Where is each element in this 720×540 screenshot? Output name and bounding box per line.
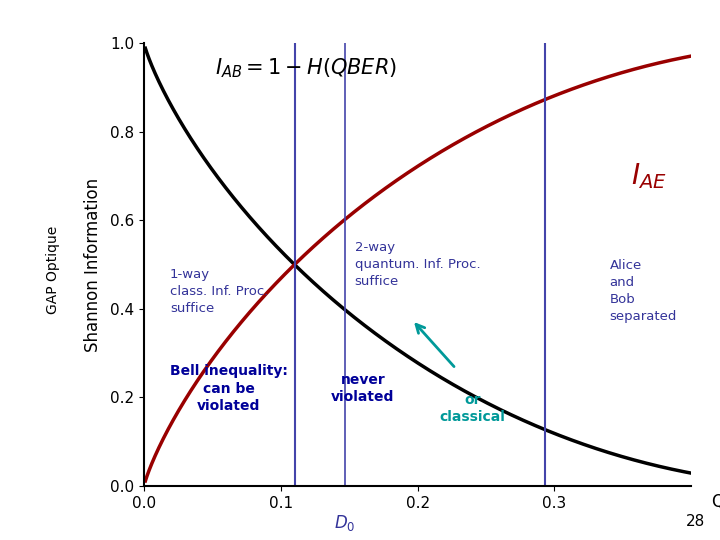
Text: GAP Optique: GAP Optique bbox=[46, 226, 60, 314]
Text: $I_{AB} = 1 - H(QBER)$: $I_{AB} = 1 - H(QBER)$ bbox=[215, 57, 397, 80]
Text: Alice
and
Bob
separated: Alice and Bob separated bbox=[610, 259, 677, 323]
Text: Bell inequality:
can be
violated: Bell inequality: can be violated bbox=[170, 364, 288, 413]
Text: $D_0$: $D_0$ bbox=[334, 512, 356, 532]
Text: never
violated: never violated bbox=[331, 373, 395, 404]
Text: $I_{AE}$: $I_{AE}$ bbox=[631, 161, 667, 191]
Text: QBER 0.4: QBER 0.4 bbox=[711, 492, 720, 511]
Text: or
classical: or classical bbox=[439, 393, 505, 424]
Text: 1-way
class. Inf. Proc.
suffice: 1-way class. Inf. Proc. suffice bbox=[170, 268, 269, 315]
Text: 28: 28 bbox=[686, 514, 706, 529]
Text: 2-way
quantum. Inf. Proc.
suffice: 2-way quantum. Inf. Proc. suffice bbox=[355, 241, 480, 288]
Y-axis label: Shannon Information: Shannon Information bbox=[84, 178, 102, 352]
